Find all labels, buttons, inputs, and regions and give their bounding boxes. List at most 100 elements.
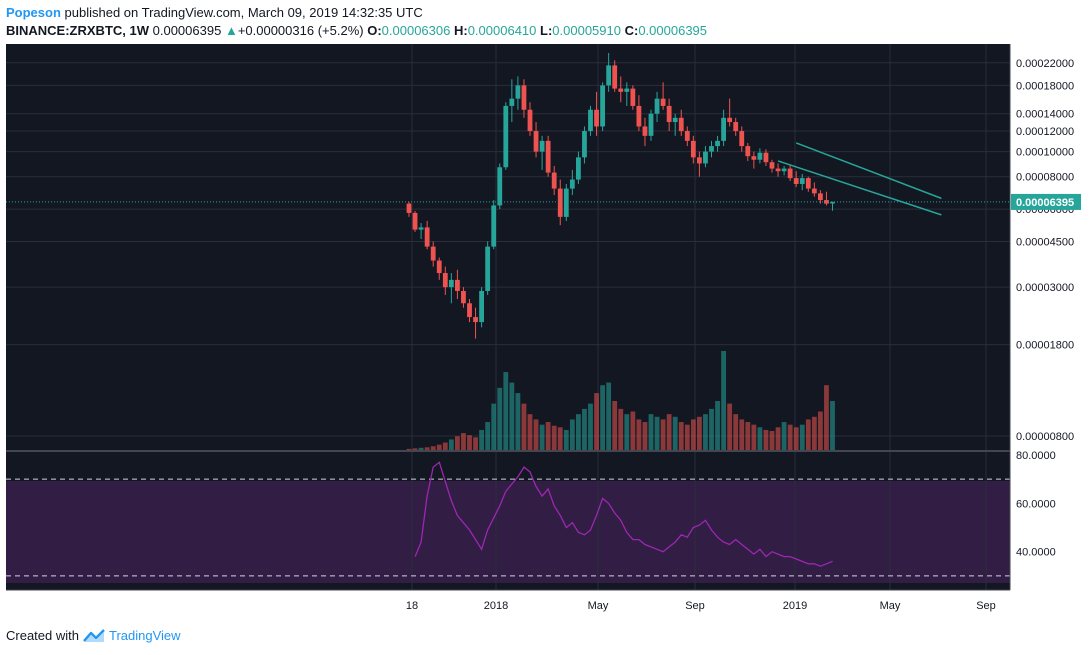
rsi-line — [414, 461, 833, 567]
volume-bar — [503, 372, 509, 451]
volume-bar — [557, 427, 563, 451]
time-tick-label: May — [588, 600, 609, 612]
candle-body — [582, 131, 587, 158]
volume-bar — [684, 424, 690, 451]
candle-body — [618, 88, 624, 92]
close-value: 0.00006395 — [638, 23, 708, 38]
volume-bar — [418, 447, 424, 451]
time-tick-label: Sep — [976, 600, 996, 612]
candle-body — [533, 131, 539, 152]
candle-body — [799, 178, 805, 184]
volume-bar — [515, 393, 521, 451]
open-value: 0.00006306 — [381, 23, 451, 38]
created-with-label: Created with — [6, 628, 79, 643]
time-axis[interactable]: 18 2018 May Sep 2019 May Sep — [406, 600, 996, 612]
volume-bar — [666, 414, 672, 451]
candle-body — [678, 117, 684, 132]
time-tick-label: May — [880, 600, 901, 612]
candle-body — [739, 131, 745, 147]
candle-body — [406, 203, 412, 213]
volume-bar — [811, 416, 817, 451]
candle-body — [757, 152, 763, 160]
candle-body — [600, 85, 605, 127]
candle-body — [787, 168, 793, 179]
candle-body — [648, 113, 654, 136]
candle-body — [818, 193, 823, 201]
candle-body — [455, 279, 460, 291]
publish-line: Popeson published on TradingView.com, Ma… — [6, 4, 707, 22]
author-name[interactable]: Popeson — [6, 5, 61, 20]
low-label: L: — [540, 23, 553, 38]
published-text: published on TradingView.com, March 09, … — [64, 5, 423, 20]
volume-bar — [781, 422, 787, 451]
candle-body — [606, 65, 612, 86]
candle-body — [430, 246, 436, 261]
volume-bar — [745, 422, 751, 451]
candle-body — [557, 188, 563, 217]
volume-bar — [521, 403, 527, 451]
candle-body — [775, 168, 781, 172]
candle-body — [697, 157, 702, 164]
volume-bar — [805, 419, 811, 451]
volume-bar — [594, 393, 599, 451]
candle-body — [830, 201, 835, 204]
rsi-axis[interactable]: 80.0000 60.0000 40.0000 — [1016, 450, 1056, 559]
candle-body — [448, 279, 454, 288]
tradingview-logo-icon — [83, 628, 105, 642]
candle-body — [811, 188, 817, 194]
candle-body — [521, 85, 527, 110]
volume-bar — [739, 419, 745, 451]
volume-bar — [642, 422, 648, 451]
volume-bar — [757, 427, 763, 451]
rsi-band — [6, 481, 1010, 583]
candle-body — [491, 205, 497, 247]
candle-body — [703, 151, 708, 164]
high-label: H: — [453, 23, 468, 38]
volume-bar — [769, 431, 775, 451]
candle-body — [721, 117, 726, 141]
last-price: 0.00006395 — [152, 23, 222, 38]
volume-bar — [412, 448, 418, 451]
volume-bar — [751, 424, 757, 451]
volume-bar — [721, 351, 726, 451]
volume-bar — [697, 416, 702, 451]
channel-upper-line[interactable] — [795, 142, 942, 200]
volume-bar — [485, 422, 491, 451]
volume-bar — [733, 414, 739, 451]
price-axis[interactable]: 0.00022000 0.00018000 0.00014000 0.00012000… — [1011, 58, 1081, 443]
time-tick-label: 2018 — [484, 600, 508, 612]
volume-bar — [678, 422, 684, 451]
candle-body — [497, 167, 503, 206]
volume-bar — [430, 446, 436, 451]
channel-lower-line[interactable] — [777, 160, 942, 216]
volume-bar — [467, 435, 472, 451]
candlestick-series — [406, 53, 835, 339]
candle-body — [467, 303, 472, 318]
trend-channel[interactable] — [6, 142, 1010, 216]
volume-bar — [830, 401, 835, 451]
volume-bar — [660, 419, 666, 451]
candle-body — [630, 88, 636, 106]
volume-bar — [727, 403, 733, 451]
volume-bar — [461, 433, 466, 451]
candle-body — [824, 200, 829, 204]
candle-body — [672, 117, 678, 123]
price-tick-label: 0.00008000 — [1016, 172, 1074, 184]
price-tick-label: 0.00018000 — [1016, 80, 1074, 92]
high-value: 0.00006410 — [467, 23, 537, 38]
candle-body — [418, 227, 424, 230]
candle-body — [684, 131, 690, 141]
tradingview-brand[interactable]: TradingView — [108, 628, 181, 643]
rsi-tick-label: 60.0000 — [1016, 498, 1056, 510]
volume-bar — [448, 439, 454, 451]
volume-bar — [709, 408, 714, 451]
volume-bar — [600, 385, 605, 451]
candle-body — [551, 172, 557, 189]
volume-bar — [588, 403, 593, 451]
volume-bar — [763, 429, 769, 451]
volume-bar — [569, 419, 575, 451]
volume-bar — [551, 425, 557, 451]
candle-body — [545, 140, 551, 173]
volume-bar — [563, 429, 569, 451]
